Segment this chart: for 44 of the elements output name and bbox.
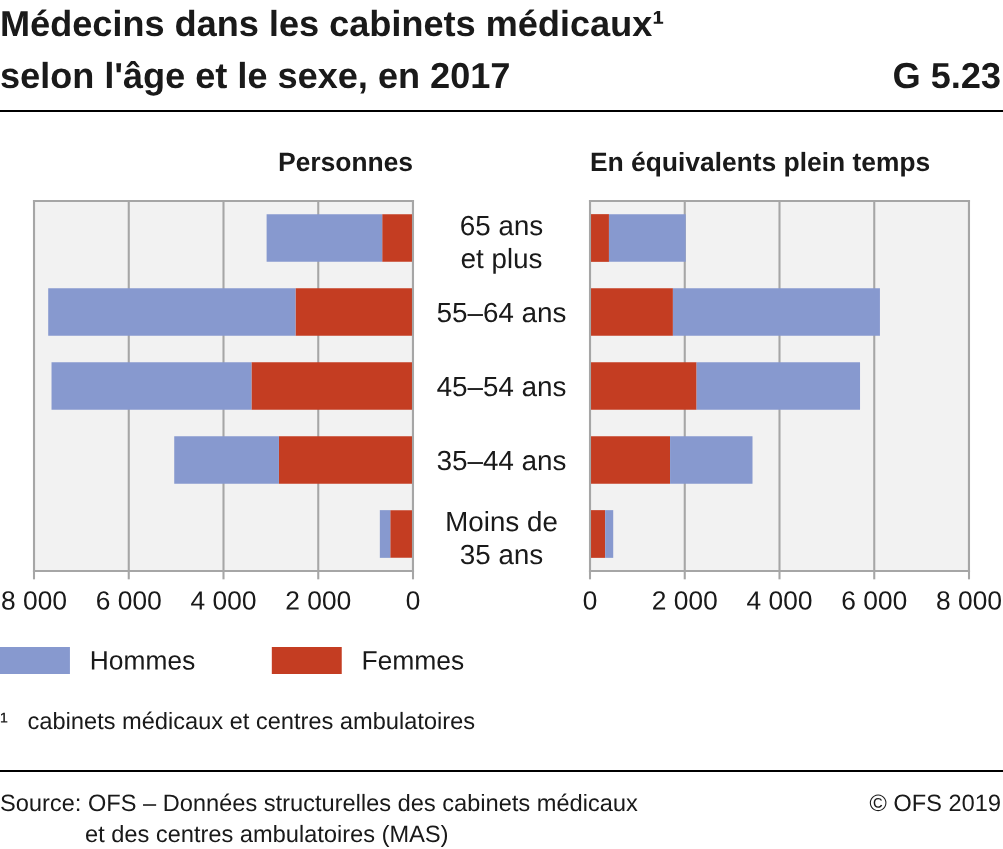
bar: [696, 362, 861, 410]
x-tick-label: 4 000: [747, 591, 812, 610]
text: G 5.23: [894, 62, 1000, 89]
bar: [390, 510, 413, 558]
legend-label: Hommes: [91, 651, 195, 670]
chart-subtitle: En équivalents plein temps: [591, 151, 930, 177]
y-tick-label: 35–44 ans: [437, 450, 566, 471]
source-note: Source: OFS – Données structurelles des cabinets médicaux et des centres ambulatoires (MAS): [1, 793, 638, 847]
bar: [590, 362, 697, 410]
x-tick-label: 8 000: [2, 591, 66, 610]
x-tick-label: 4 000: [191, 591, 256, 610]
bar: [295, 288, 413, 336]
bar: [590, 288, 673, 336]
x-tick-label: 2 000: [653, 591, 717, 610]
bar: [605, 510, 614, 558]
chart-subtitle: Personnes: [279, 152, 412, 172]
legend-label: Femmes: [363, 651, 464, 670]
x-tick-label: 2 000: [286, 591, 351, 610]
bar: [670, 436, 753, 484]
x-tick-label: 6 000: [97, 591, 161, 610]
bar: [51, 362, 252, 410]
bar: [590, 510, 606, 558]
bar: [266, 214, 383, 262]
bar: [48, 288, 296, 336]
text: ¹ cabinets médicaux et centres ambulatoires: [0, 711, 475, 730]
chart-title: Médecins dans les cabinets médicaux¹ selon l'âge et le sexe, en 2017: [1, 9, 664, 96]
text: © OFS 2019: [869, 794, 1000, 812]
bar: [590, 214, 609, 262]
bar: [608, 214, 686, 262]
x-tick-label: 0: [406, 591, 420, 610]
bar: [672, 288, 880, 336]
bar: [382, 214, 413, 262]
y-tick-label: 55–64 ans: [437, 302, 566, 323]
bar: [251, 362, 413, 410]
x-tick-label: 6 000: [842, 591, 907, 610]
y-tick-label: 45–54 ans: [437, 376, 566, 397]
bar: [174, 436, 279, 484]
y-tick-label: Moins de 35 ans: [447, 510, 557, 565]
x-tick-label: 0: [583, 591, 597, 610]
y-tick-label: 65 ans et plus: [461, 215, 543, 274]
bar: [590, 436, 671, 484]
x-tick-label: 8 000: [937, 591, 1001, 610]
bar: [379, 510, 391, 558]
bar: [278, 436, 413, 484]
